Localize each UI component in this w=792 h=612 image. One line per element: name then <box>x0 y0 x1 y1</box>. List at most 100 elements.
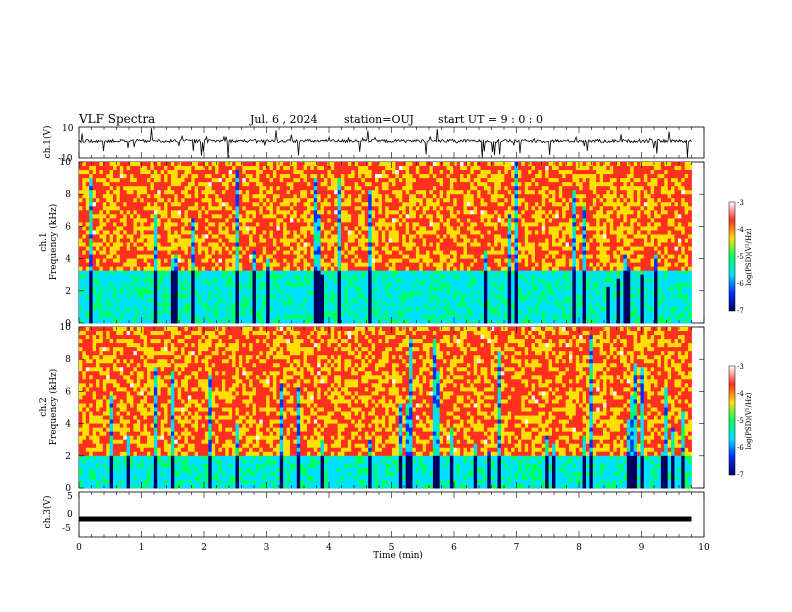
spectrogram-cell <box>306 202 311 207</box>
spectrogram-cell <box>463 286 468 292</box>
spectrogram-cell <box>473 182 478 187</box>
spectrogram-cell <box>174 230 179 235</box>
spectrogram-cell <box>255 294 260 300</box>
spectrogram-cell <box>483 262 488 268</box>
spectrogram-cell <box>347 250 352 255</box>
spectrogram-cell <box>426 186 430 191</box>
spectrogram-cell <box>306 218 311 223</box>
spectrogram-cell <box>221 294 226 300</box>
spectrogram-cell <box>204 290 209 296</box>
spectrogram-cell <box>221 258 226 264</box>
spectrogram-cell <box>187 166 192 171</box>
spectrogram-cell <box>133 182 138 187</box>
spectrogram-cell <box>106 270 111 276</box>
spectrogram-cell <box>211 170 216 175</box>
spectrogram-cell <box>269 250 274 255</box>
spectrogram-cell <box>446 230 451 235</box>
spectrogram-cell <box>92 294 97 300</box>
spectrogram-cell <box>456 286 461 292</box>
spectrogram-cell <box>96 218 100 223</box>
spectrogram-cell <box>449 282 454 288</box>
spectrogram-cell <box>119 162 124 167</box>
spectrogram-cell <box>167 182 172 187</box>
spectrogram-cell <box>460 262 464 268</box>
spectrogram-cell <box>187 274 192 280</box>
spectrogram-cell <box>300 190 304 195</box>
spectrogram-cell <box>266 290 270 296</box>
spectrogram-cell <box>85 286 90 292</box>
spectrogram-cell <box>300 226 304 231</box>
spectrogram-cell <box>249 266 253 272</box>
spectrogram-cell <box>116 262 121 268</box>
spectrogram-cell <box>143 174 148 179</box>
spectrogram-cell <box>395 226 400 231</box>
spectrogram-cell <box>470 230 475 235</box>
spectrogram-cell <box>344 290 349 296</box>
spectrogram-cell <box>422 238 427 243</box>
spectrogram-cell <box>378 178 383 183</box>
spectrogram-cell <box>119 198 124 203</box>
spectrogram-cell <box>153 190 158 195</box>
spectrogram-cell <box>211 178 216 183</box>
spectrogram-cell <box>143 210 148 215</box>
spectrogram-cell <box>422 258 427 264</box>
spectrogram-cell <box>303 178 308 183</box>
spectrogram-cell <box>252 218 257 223</box>
spectrogram-cell <box>320 278 325 284</box>
spectrogram-cell <box>293 186 298 191</box>
spectrogram-cell <box>436 258 441 264</box>
spectrogram-cell <box>317 234 321 239</box>
spectrogram-cell <box>306 170 311 175</box>
spectrogram-cell <box>368 258 373 264</box>
spectrogram-cell <box>252 282 257 288</box>
spectrogram-cell <box>232 186 236 191</box>
spectrogram-cell <box>293 202 298 207</box>
spectrogram-cell <box>313 214 318 219</box>
spectrogram-cell <box>92 270 97 276</box>
spectrogram-cell <box>204 170 209 175</box>
spectrogram-cell <box>228 278 233 284</box>
spectrogram-cell <box>347 274 352 280</box>
spectrogram-cell <box>153 250 158 255</box>
spectrogram-cell <box>320 206 325 211</box>
spectrogram-cell <box>283 310 287 316</box>
spectrogram-cell <box>191 186 196 191</box>
spectrogram-cell <box>354 262 359 268</box>
spectrogram-cell <box>480 270 485 276</box>
spectrogram-cell <box>446 214 451 219</box>
spectrogram-cell <box>170 190 175 195</box>
spectrogram-cell <box>409 238 413 243</box>
spectrogram-cell <box>177 286 182 292</box>
spectrogram-cell <box>181 258 185 264</box>
spectrogram-cell <box>79 302 83 308</box>
spectrogram-cell <box>228 314 233 320</box>
spectrogram-cell <box>184 234 189 239</box>
spectrogram-cell <box>296 250 301 255</box>
spectrogram-cell <box>473 290 478 296</box>
spectrogram-cell <box>208 198 213 203</box>
spectrogram-cell <box>419 222 424 227</box>
spectrogram-cell <box>174 306 179 312</box>
spectrogram-cell <box>123 190 128 195</box>
spectrogram-cell <box>218 170 223 175</box>
spectrogram-cell <box>466 282 471 288</box>
spectrogram-cell <box>402 282 407 288</box>
spectrogram-cell <box>109 254 114 259</box>
spectrogram-cell <box>310 202 315 207</box>
spectrogram-cell <box>130 298 134 304</box>
spectrogram-cell <box>317 194 321 199</box>
spectrogram-cell <box>259 226 264 231</box>
spectrogram-cell <box>85 202 90 207</box>
spectrogram-cell <box>269 218 274 223</box>
spectrogram-cell <box>385 202 390 207</box>
spectrogram-cell <box>187 238 192 243</box>
spectrogram-cell <box>487 166 492 171</box>
spectrogram-cell <box>466 278 471 284</box>
spectrogram-cell <box>436 294 441 300</box>
spectrogram-cell <box>174 194 179 199</box>
spectrogram-cell <box>194 254 199 259</box>
spectrogram-cell <box>456 250 461 255</box>
spectrogram-cell <box>283 182 287 187</box>
spectrogram-cell <box>198 206 202 211</box>
spectrogram-cell <box>116 314 121 320</box>
